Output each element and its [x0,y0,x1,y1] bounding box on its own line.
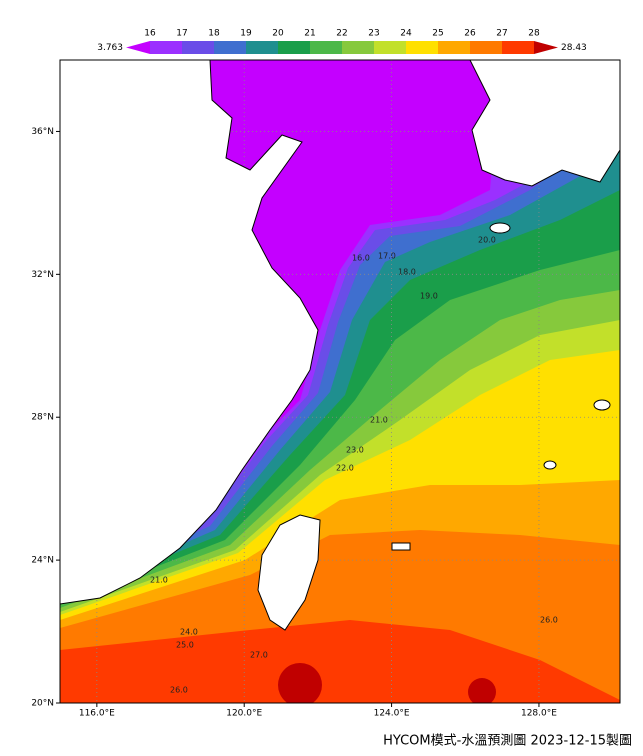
contour-label: 26.0 [170,686,188,695]
map-frame [59,59,621,704]
korea [469,60,620,187]
colorbar-label: 17 [176,29,187,39]
temperature-band [468,678,496,703]
colorbar-end [534,41,558,54]
colorbar-label: 26 [464,29,476,39]
colorbar-label: 21 [304,29,315,39]
colorbar-label: 27 [496,29,507,39]
colorbar-label: 25 [432,29,443,39]
y-tick-label: 24°N [31,556,54,566]
colorbar-segment [246,41,278,54]
island [489,222,511,234]
colorbar-label: 19 [240,29,252,39]
contour-label: 21.0 [370,416,388,425]
contour-label: 16.0 [352,254,370,263]
colorbar-segment [502,41,534,54]
y-tick-label: 32°N [31,270,54,280]
colorbar-segment [374,41,406,54]
colorbar-end [126,41,150,54]
contour-label: 27.0 [250,651,268,660]
contour-label: 20.0 [478,236,496,245]
island [593,399,611,411]
colorbar-label: 18 [208,29,220,39]
contour-label: 25.0 [176,641,194,650]
colorbar-min: 3.763 [97,43,123,53]
contour-label: 19.0 [420,292,438,301]
y-tick-label: 36°N [31,127,54,137]
land [60,60,620,631]
contour-label: 17.0 [378,252,396,261]
colorbar-label: 22 [336,29,347,39]
x-tick-label: 116.0°E [79,709,115,719]
colorbar-label: 16 [144,29,156,39]
x-tick-label: 124.0°E [374,709,410,719]
colorbar-max: 28.43 [561,43,587,53]
colorbar-label: 24 [400,29,412,39]
colorbar-segment [182,41,214,54]
colorbar-label: 20 [272,29,284,39]
colorbar-segment [278,41,310,54]
colorbar-segment [406,41,438,54]
colorbar-segment [470,41,502,54]
colorbar-label: 28 [528,29,540,39]
x-tick-label: 120.0°E [226,709,262,719]
colorbar-segment [342,41,374,54]
colorbar-segment [438,41,470,54]
colorbar-label: 23 [368,29,379,39]
temperature-band [278,663,322,703]
y-tick-label: 28°N [31,413,54,423]
contour-label: 24.0 [180,628,198,637]
contour-label: 26.0 [540,616,558,625]
footer: HYCOM模式-水溫預測圖 2023-12-15製圖 [383,734,632,749]
y-tick-label: 20°N [31,699,54,709]
taiwan [257,514,321,631]
island [543,460,557,470]
contour-label: 22.0 [336,464,354,473]
island [391,542,411,551]
china-coast [60,60,319,605]
colorbar-segment [150,41,182,54]
contour-label: 18.0 [398,268,416,277]
colorbar-segment [214,41,246,54]
contour-label: 21.0 [150,576,168,585]
x-tick-label: 128.0°E [521,709,557,719]
contour-label: 23.0 [346,446,364,455]
colorbar-segment [310,41,342,54]
